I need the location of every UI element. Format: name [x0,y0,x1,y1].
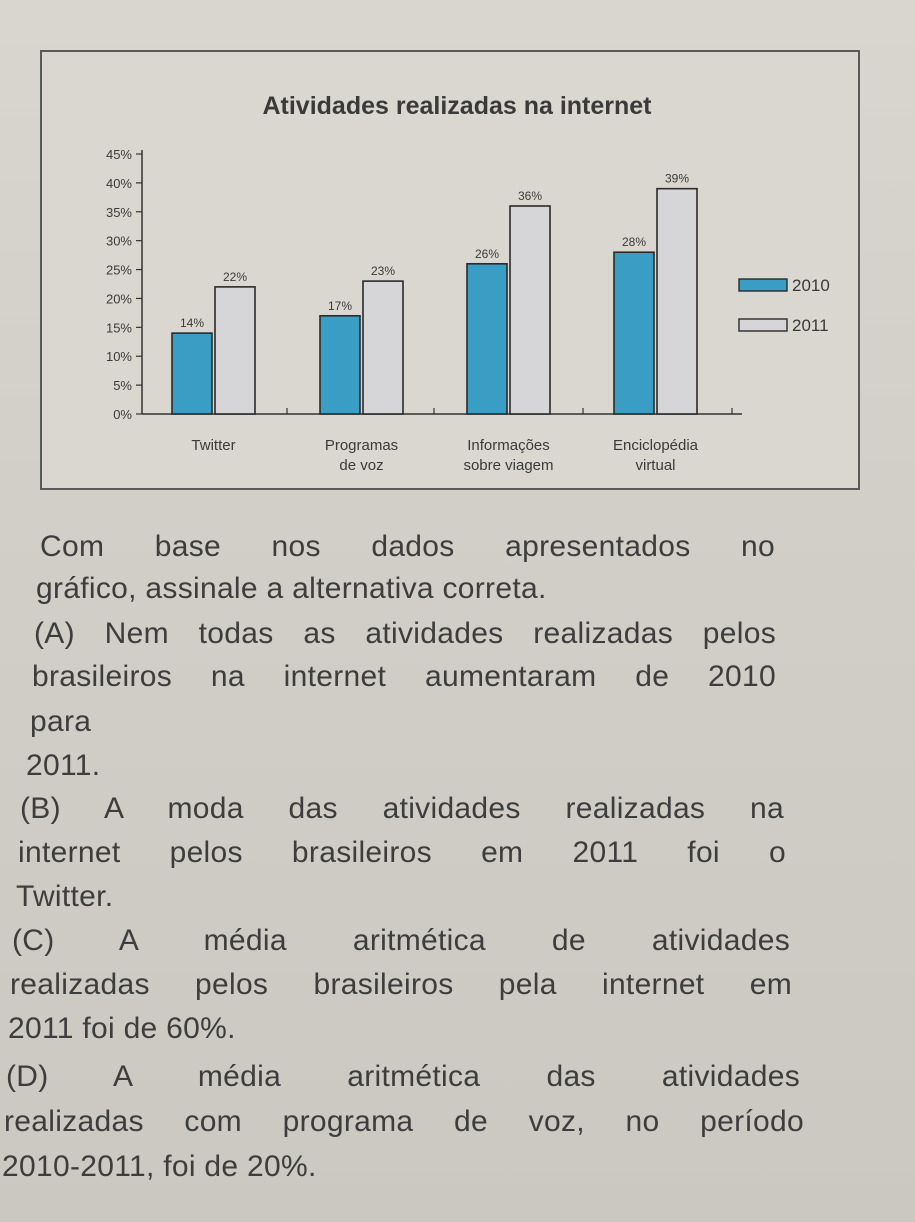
option-b-line-3[interactable]: Twitter. [16,880,114,913]
option-d-line-2[interactable]: realizadas com programa de voz, no perío… [4,1105,804,1138]
chart-title: Atividades realizadas na internet [262,92,652,120]
bar-value-label: 26% [475,247,499,261]
bar-value-label: 14% [180,316,204,330]
option-a-line-1[interactable]: (A) Nem todas as atividades realizadas p… [34,617,776,650]
x-category-label: Enciclopédia [613,437,699,454]
x-category-label: Programas [325,437,398,454]
question-intro-line-2: gráfico, assinale a alternativa correta. [36,572,547,605]
option-a-line-4[interactable]: 2011. [26,749,101,782]
option-d-line-3[interactable]: 2010-2011, foi de 20%. [2,1150,317,1183]
bar-value-label: 39% [665,172,689,186]
option-c-line-1[interactable]: (C) A média aritmética de atividades [12,924,790,957]
bar-2010 [319,314,361,415]
option-c-line-3[interactable]: 2011 foi de 60%. [8,1012,236,1045]
y-tick-label: 45% [106,147,132,162]
bar-value-label: 28% [622,235,646,249]
legend-label: 2011 [792,316,829,335]
legend-label: 2010 [792,276,830,295]
x-category-label: Twitter [191,437,235,454]
option-b-line-2[interactable]: internet pelos brasileiros em 2011 foi o [18,836,786,869]
legend-swatch-2010 [738,278,788,292]
x-category-label: virtual [635,457,675,474]
option-c-line-2[interactable]: realizadas pelos brasileiros pela intern… [10,968,792,1001]
bar-chart: Atividades realizadas na internet 0% 5% 10%… [106,92,830,474]
bar-value-label: 17% [328,299,352,313]
y-tick-label: 40% [106,176,132,191]
x-category-label: de voz [339,457,383,474]
y-tick-label: 30% [106,234,132,249]
bar-2011 [362,280,404,415]
bar-2010 [466,262,508,415]
y-tick-label: 35% [106,205,132,220]
bar-2011 [656,187,698,415]
option-a-line-3[interactable]: para [30,705,92,738]
bar-value-label: 23% [371,264,395,278]
question-intro-line-1: Com base nos dados apresentados no [40,530,775,563]
y-tick-label: 25% [106,263,132,278]
bar-2011 [509,205,551,415]
bar-2011 [214,286,256,415]
bar-value-label: 22% [223,270,247,284]
legend-swatch-2011 [738,318,788,332]
y-tick-label: 20% [106,291,132,306]
option-d-line-1[interactable]: (D) A média aritmética das atividades [6,1060,800,1093]
chart-frame: Atividades realizadas na internet 0% 5% 10%… [40,50,860,490]
bar-2010 [613,251,655,415]
y-tick-label: 0% [113,407,132,422]
bar-value-label: 36% [518,189,542,203]
x-category-label: sobre viagem [463,457,553,474]
x-category-label: Informações [467,437,550,454]
y-tick-label: 5% [113,378,132,393]
option-a-line-2[interactable]: brasileiros na internet aumentaram de 20… [32,660,776,693]
bar-2010 [171,332,213,415]
y-tick-label: 15% [106,320,132,335]
y-tick-label: 10% [106,349,132,364]
option-b-line-1[interactable]: (B) A moda das atividades realizadas na [20,792,784,825]
